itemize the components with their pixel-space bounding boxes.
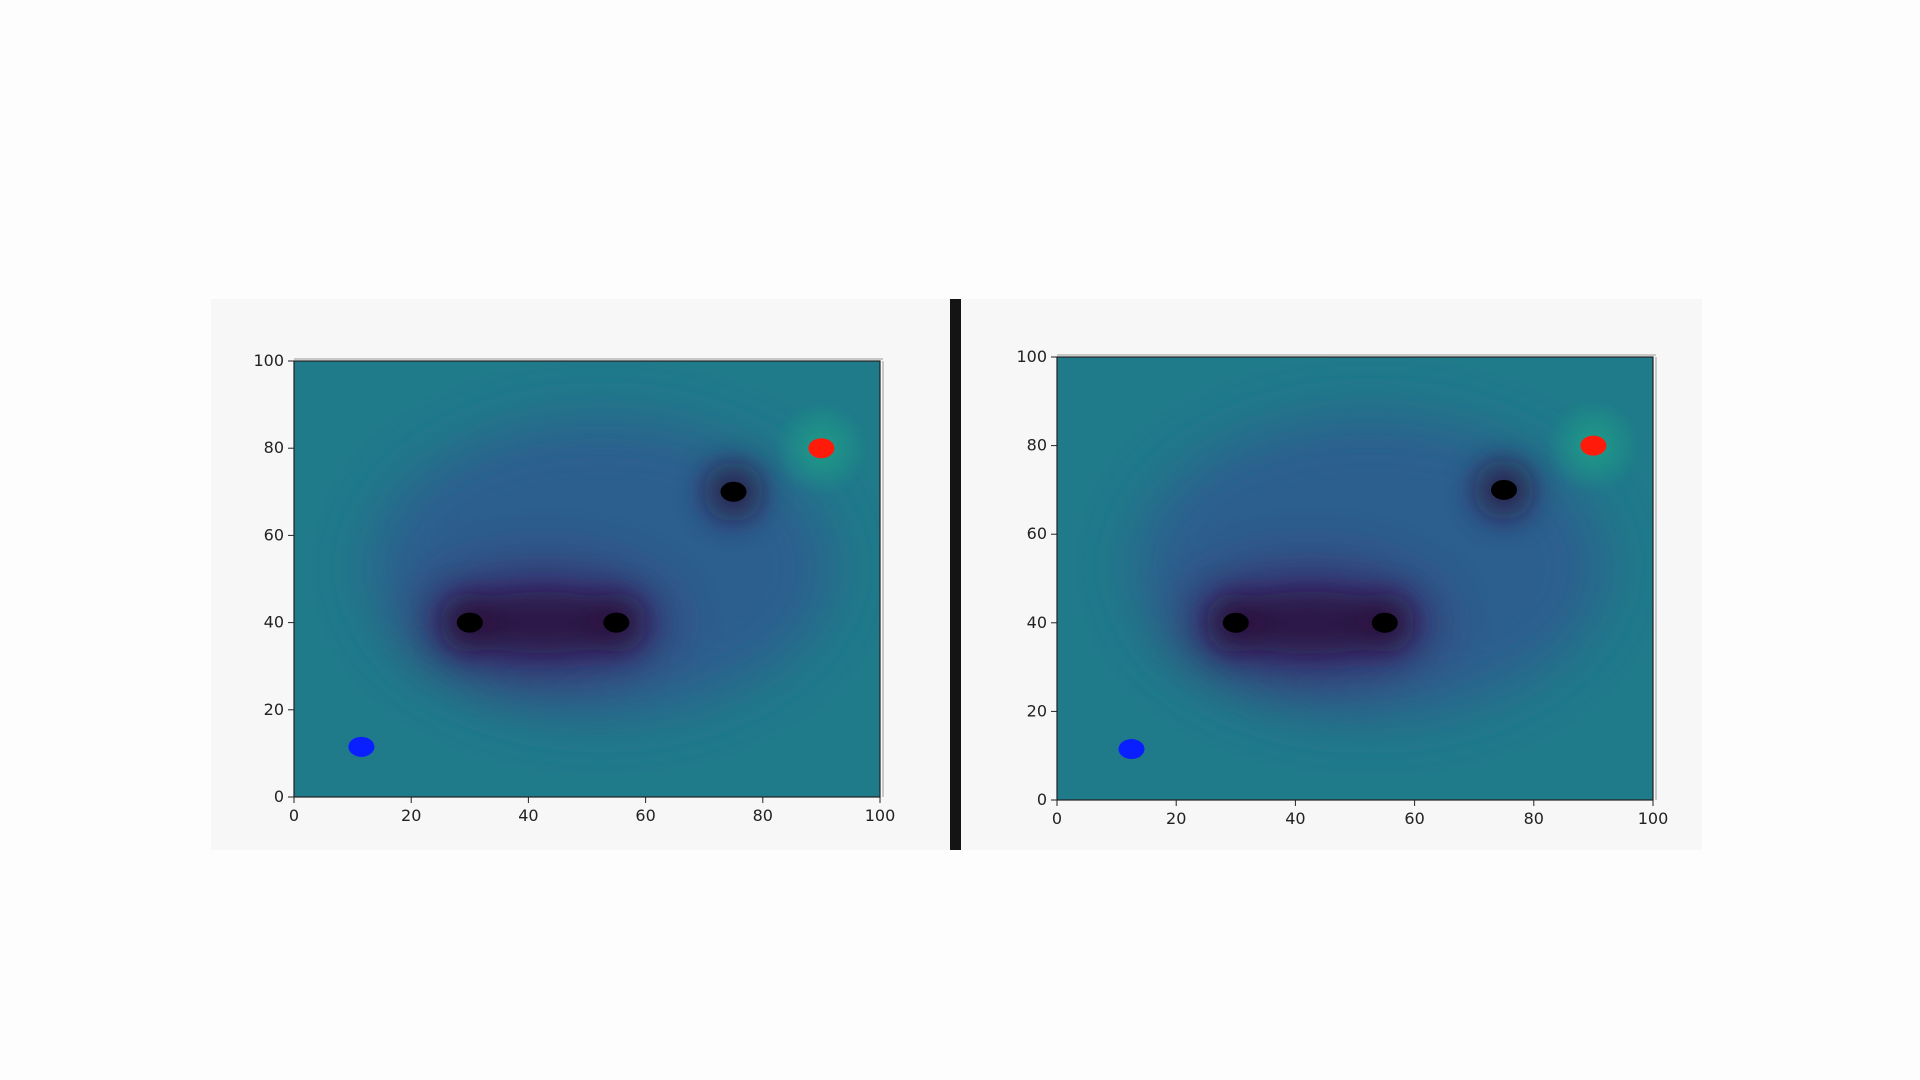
right-x-tick-label-0: 0 — [1052, 809, 1062, 828]
right-obstacle-point-2 — [1371, 612, 1398, 633]
right-axes-frame — [1056, 356, 1654, 801]
right-y-tick-label-20: 20 — [1027, 701, 1047, 720]
right-obstacle-point-3 — [1491, 479, 1517, 500]
right-y-tick-label-40: 40 — [1027, 613, 1047, 632]
left-obstacle-point-3 — [720, 481, 747, 502]
right-x-tick-label-100: 100 — [1638, 809, 1669, 828]
left-x-tick-label-20: 20 — [401, 806, 421, 825]
right-heatmap-field — [1057, 357, 1653, 800]
left-axes-frame — [293, 360, 881, 798]
right-y-tick-label-80: 80 — [1027, 436, 1047, 455]
left-x-tick-label-0: 0 — [289, 806, 299, 825]
right-obstacle-point-1 — [1222, 612, 1249, 633]
left-x-tick-label-60: 60 — [635, 806, 655, 825]
left-obstacle-point-1 — [456, 612, 483, 633]
left-y-tick-label-100: 100 — [253, 351, 284, 370]
left-x-tick-label-40: 40 — [518, 806, 538, 825]
left-y-tick-label-0: 0 — [274, 787, 284, 806]
right-y-tick-label-60: 60 — [1027, 524, 1047, 543]
right-x-tick-label-20: 20 — [1166, 809, 1186, 828]
left-heatmap-field — [294, 361, 880, 797]
left-x-tick-label-80: 80 — [753, 806, 773, 825]
right-x-tick-label-60: 60 — [1404, 809, 1424, 828]
right-goal-point — [1580, 435, 1607, 456]
right-y-tick-label-100: 100 — [1016, 347, 1047, 366]
right-start-point — [1118, 739, 1145, 760]
left-start-point — [348, 736, 375, 757]
left-y-tick-label-80: 80 — [264, 438, 284, 457]
right-x-tick-label-80: 80 — [1524, 809, 1544, 828]
left-y-tick-label-40: 40 — [264, 613, 284, 632]
right-y-tick-label-0: 0 — [1037, 790, 1047, 809]
left-y-tick-label-20: 20 — [264, 700, 284, 719]
left-obstacle-point-2 — [603, 612, 630, 633]
panel-divider[interactable] — [950, 299, 961, 850]
left-goal-point — [808, 438, 835, 459]
right-x-tick-label-40: 40 — [1285, 809, 1305, 828]
left-x-tick-label-100: 100 — [865, 806, 896, 825]
left-y-tick-label-60: 60 — [264, 525, 284, 544]
